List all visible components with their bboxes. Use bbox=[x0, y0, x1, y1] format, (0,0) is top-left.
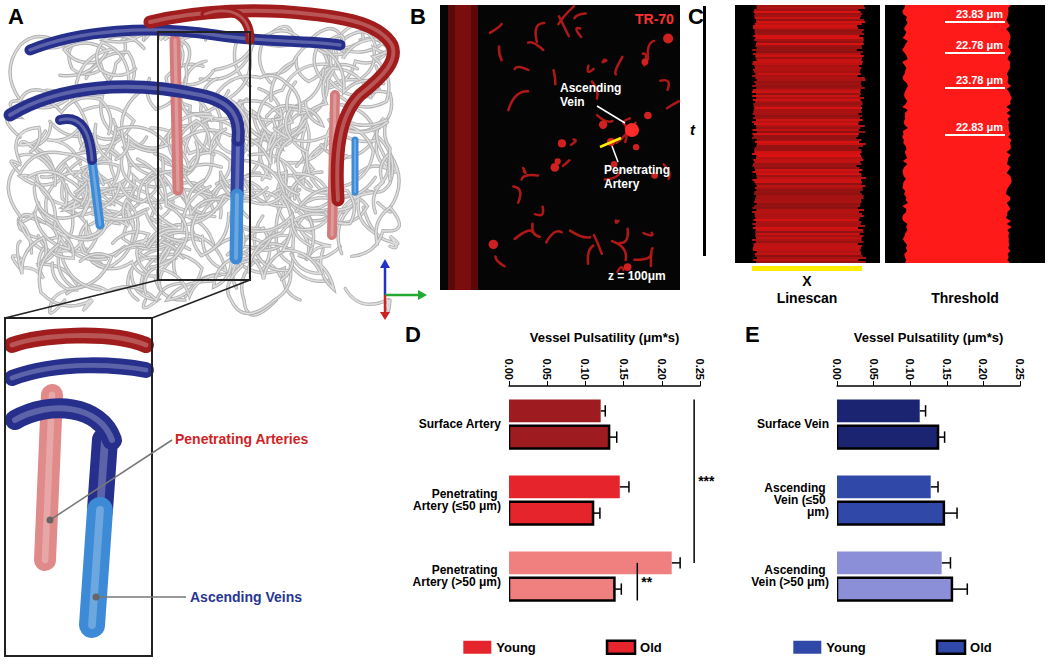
svg-text:B: B bbox=[410, 4, 426, 29]
svg-text:0.05: 0.05 bbox=[868, 359, 880, 380]
svg-text:Penetrating: Penetrating bbox=[431, 563, 501, 577]
svg-text:0.15: 0.15 bbox=[941, 359, 953, 380]
svg-text:0.25: 0.25 bbox=[1014, 359, 1026, 380]
svg-text:0.00: 0.00 bbox=[503, 359, 515, 380]
svg-text:Vessel Pulsatility (μm*s): Vessel Pulsatility (μm*s) bbox=[530, 330, 680, 345]
svg-text:Vessel Pulsatility (μm*s): Vessel Pulsatility (μm*s) bbox=[854, 330, 1004, 345]
svg-text:Threshold: Threshold bbox=[931, 290, 999, 306]
svg-text:z = 100μm: z = 100μm bbox=[608, 269, 666, 283]
svg-text:Artery (≤50 μm): Artery (≤50 μm) bbox=[413, 499, 501, 513]
svg-text:C: C bbox=[688, 4, 704, 29]
svg-text:Artery (>50 μm): Artery (>50 μm) bbox=[413, 575, 501, 589]
svg-text:23.83 μm: 23.83 μm bbox=[956, 8, 1003, 20]
svg-text:**: ** bbox=[641, 574, 652, 590]
svg-text:Young: Young bbox=[496, 640, 536, 655]
svg-text:PenetratingArtery: PenetratingArtery bbox=[604, 163, 670, 191]
svg-text:Penetrating: Penetrating bbox=[431, 487, 501, 501]
svg-text:0.10: 0.10 bbox=[579, 359, 591, 380]
svg-text:E: E bbox=[745, 322, 760, 347]
svg-text:0.00: 0.00 bbox=[831, 359, 843, 380]
svg-text:22.78 μm: 22.78 μm bbox=[956, 39, 1003, 51]
svg-text:A: A bbox=[8, 4, 24, 29]
svg-text:t: t bbox=[690, 121, 696, 138]
svg-text:Linescan: Linescan bbox=[777, 290, 838, 306]
svg-text:23.78 μm: 23.78 μm bbox=[956, 74, 1003, 86]
svg-text:0.20: 0.20 bbox=[977, 359, 989, 380]
svg-text:X: X bbox=[802, 273, 812, 289]
svg-text:0.25: 0.25 bbox=[694, 359, 706, 380]
svg-text:Vein (≤50: Vein (≤50 bbox=[773, 493, 829, 507]
svg-text:Surface Vein: Surface Vein bbox=[757, 417, 829, 431]
svg-text:0.10: 0.10 bbox=[904, 359, 916, 380]
svg-text:TR-70: TR-70 bbox=[635, 11, 674, 27]
svg-text:Ascending: Ascending bbox=[764, 481, 829, 495]
svg-text:Penetrating Arteries: Penetrating Arteries bbox=[175, 431, 309, 447]
svg-text:D: D bbox=[405, 322, 421, 347]
svg-text:Old: Old bbox=[970, 640, 992, 655]
svg-text:Old: Old bbox=[640, 640, 662, 655]
svg-text:***: *** bbox=[698, 473, 715, 489]
svg-text:Ascending: Ascending bbox=[764, 563, 829, 577]
svg-text:Surface Artery: Surface Artery bbox=[419, 417, 502, 431]
svg-text:μm): μm) bbox=[807, 505, 829, 519]
svg-text:Young: Young bbox=[826, 640, 866, 655]
svg-text:Ascending Veins: Ascending Veins bbox=[190, 589, 302, 605]
svg-text:0.05: 0.05 bbox=[541, 359, 553, 380]
svg-text:22.83 μm: 22.83 μm bbox=[956, 121, 1003, 133]
svg-text:0.20: 0.20 bbox=[656, 359, 668, 380]
svg-text:Vein (>50 μm): Vein (>50 μm) bbox=[751, 575, 829, 589]
svg-text:AscendingVein: AscendingVein bbox=[560, 81, 621, 109]
svg-text:0.15: 0.15 bbox=[618, 359, 630, 380]
